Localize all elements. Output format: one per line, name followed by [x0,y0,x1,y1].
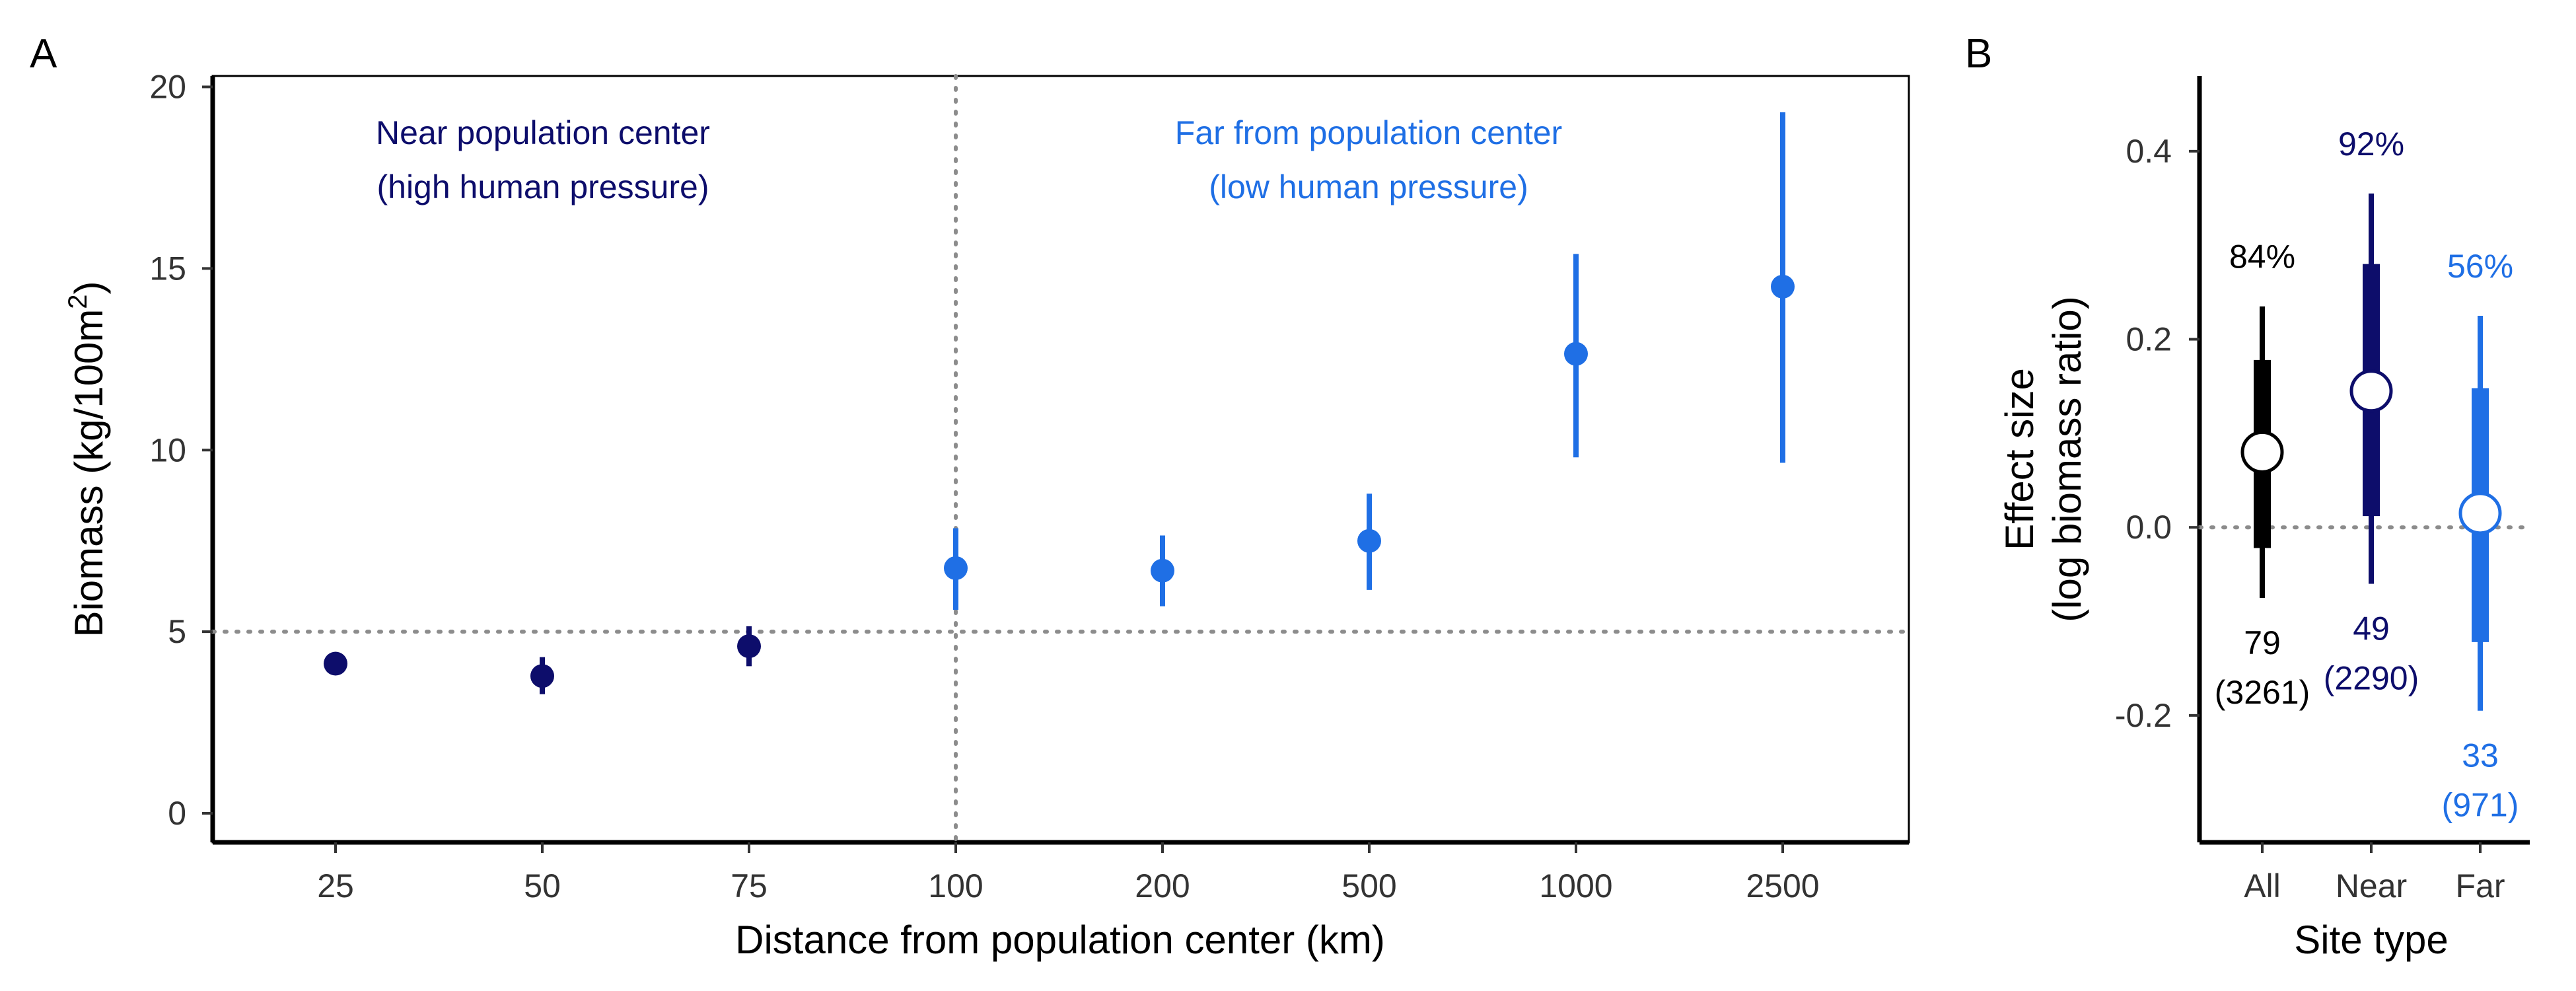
x-tick-label: 1000 [1539,867,1612,904]
panel-b-letter: B [1965,31,1992,77]
y-tick-label: 0 [168,795,186,832]
panel-b: B 0.4 0.2 0.0 -0.2 All Near Far 84% 79 (3261) 92… [1965,31,2532,962]
panel-a-y-axis-title-close: ) [67,281,111,294]
panel-a-y-axis-title-sup: 2 [63,294,92,309]
data-point [1357,529,1381,553]
sample-count-label: 33 [2462,737,2499,774]
y-tick-label: 20 [149,68,186,105]
percent-label: 84% [2229,239,2295,275]
data-point [324,651,347,676]
near-annotation-line2: (high human pressure) [376,168,709,205]
near-annotation-line1: Near population center [376,114,710,151]
panel-a-y-ticks: 0 5 10 15 20 [149,68,213,832]
data-point [1151,558,1174,583]
data-point [1771,274,1795,299]
panel-b-estimates: 84% 79 (3261) 92% 49 (2290) 56% 33 (971) [2215,126,2519,824]
panel-b-y-axis-title-line1: Effect size [1997,368,2042,550]
point-estimate [2349,369,2393,413]
y-tick-label: 0.0 [2126,509,2172,546]
observation-count-label: (2290) [2324,660,2419,697]
panel-b-x-ticks: All Near Far [2244,842,2505,904]
percent-label: 92% [2338,126,2404,163]
x-tick-label: 2500 [1746,867,1819,904]
x-tick-label: Far [2456,867,2505,904]
panel-a-y-axis-title: Biomass (kg/100m2) [63,281,111,637]
panel-a-x-axis-title: Distance from population center (km) [735,918,1385,962]
percent-label: 56% [2447,248,2513,285]
sample-count-label: 49 [2353,610,2390,647]
far-annotation-line2: (low human pressure) [1209,168,1528,205]
sample-count-label: 79 [2244,624,2281,661]
data-point [737,634,761,659]
panel-b-y-axis-title-line2: (log biomass ratio) [2045,296,2089,622]
x-tick-label: 75 [731,867,768,904]
panel-a: A 0 5 10 15 20 25 50 75 100 200 500 1000 2500 Near … [30,31,1911,962]
y-tick-label: 0.4 [2126,133,2172,170]
observation-count-label: (3261) [2215,674,2310,711]
panel-a-x-ticks: 25 50 75 100 200 500 1000 2500 [317,842,1820,904]
x-tick-label: Near [2336,867,2407,904]
data-point [944,556,968,580]
x-tick-label: All [2244,867,2281,904]
panel-a-y-axis-title-main: Biomass (kg/100m [67,309,111,638]
x-tick-label: 50 [524,867,561,904]
panel-a-reference-lines [211,74,1911,844]
panel-a-letter: A [30,31,57,77]
y-tick-label: -0.2 [2115,697,2172,734]
x-tick-label: 200 [1135,867,1190,904]
x-tick-label: 100 [928,867,983,904]
data-point [530,664,554,688]
panel-a-points [324,112,1795,694]
point-estimate [2458,492,2502,535]
panel-b-x-axis-title: Site type [2294,918,2448,962]
observation-count-label: (971) [2442,787,2519,824]
data-point [1564,342,1588,366]
panel-b-y-ticks: 0.4 0.2 0.0 -0.2 [2115,133,2200,734]
y-tick-label: 5 [168,613,186,650]
y-tick-label: 15 [149,250,186,287]
far-annotation-line1: Far from population center [1175,114,1562,151]
y-tick-label: 10 [149,431,186,468]
point-estimate [2240,430,2284,474]
y-tick-label: 0.2 [2126,321,2172,358]
x-tick-label: 25 [317,867,354,904]
x-tick-label: 500 [1342,867,1396,904]
